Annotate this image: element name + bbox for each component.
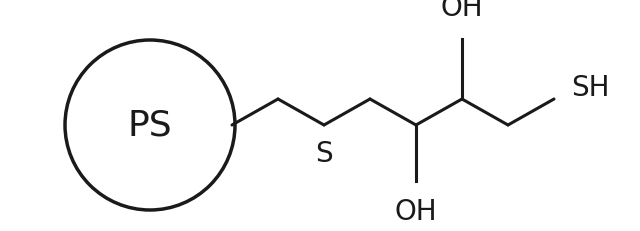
Text: SH: SH: [571, 74, 609, 102]
Text: OH: OH: [395, 197, 437, 225]
Text: S: S: [315, 139, 333, 167]
Text: PS: PS: [128, 109, 172, 142]
Text: OH: OH: [441, 0, 483, 22]
